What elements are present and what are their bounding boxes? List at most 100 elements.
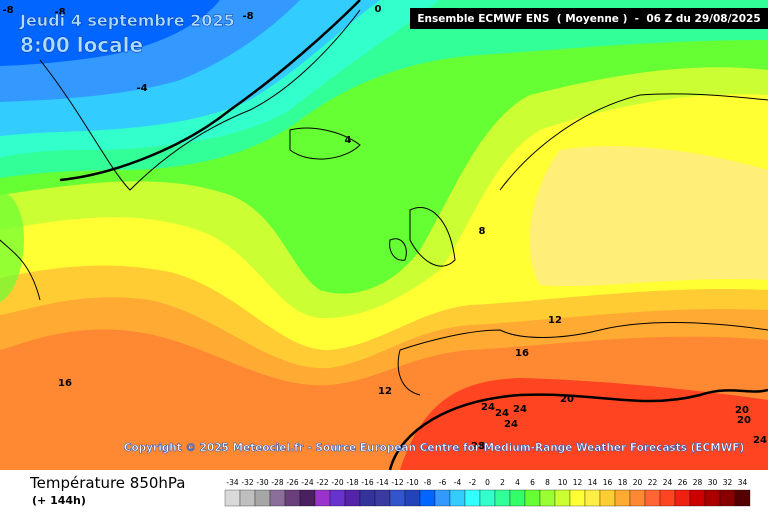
legend-swatch xyxy=(359,489,376,507)
legend-label: -18 xyxy=(346,478,358,487)
contour-label: -4 xyxy=(136,83,147,94)
coastlines xyxy=(0,9,768,396)
legend-label: 0 xyxy=(485,478,490,487)
legend-swatch xyxy=(509,489,526,507)
legend-swatch xyxy=(524,489,541,507)
legend-swatch xyxy=(224,489,241,507)
legend-label: 30 xyxy=(708,478,718,487)
contour-label: 24 xyxy=(513,404,527,415)
legend-swatch xyxy=(419,489,436,507)
copyright: Copyright © 2025 Meteociel.fr - Source E… xyxy=(124,442,745,454)
legend-label: -16 xyxy=(361,478,373,487)
legend-swatch xyxy=(659,489,676,507)
color-legend: -34 -32 -30 -28 -26 -24 -22 -20 -18 -16 -14 -12 -10-… xyxy=(224,478,751,507)
legend-swatch xyxy=(284,489,301,507)
legend-swatch xyxy=(719,489,736,507)
contour-label: 20 xyxy=(737,415,751,426)
legend-label: 8 xyxy=(545,478,550,487)
contour-label: 20 xyxy=(560,394,574,405)
contour-lines xyxy=(59,0,768,471)
legend-swatch xyxy=(539,489,556,507)
contour-label: 16 xyxy=(515,348,529,359)
model-banner xyxy=(410,8,768,29)
legend-label: 12 xyxy=(573,478,583,487)
legend-swatch xyxy=(374,489,391,507)
legend-swatch xyxy=(599,489,616,507)
legend-swatch xyxy=(494,489,511,507)
legend-swatch xyxy=(644,489,661,507)
legend-label: 4 xyxy=(515,478,520,487)
contour-label: -8 xyxy=(242,11,253,22)
contour-label: 12 xyxy=(548,315,562,326)
legend-swatch xyxy=(404,489,421,507)
contour-label: 24 xyxy=(504,419,518,430)
legend-label: -26 xyxy=(286,478,298,487)
legend-label: 24 xyxy=(663,478,673,487)
legend-swatch xyxy=(584,489,601,507)
legend-label: 2 xyxy=(500,478,505,487)
contour-label: 24 xyxy=(481,402,495,413)
footer-lead: (+ 144h) xyxy=(32,494,86,507)
contour-label: -8 xyxy=(54,7,65,18)
legend-swatch xyxy=(434,489,451,507)
contour-label: 16 xyxy=(58,378,72,389)
legend-label: -8 xyxy=(424,478,432,487)
legend-label: -32 xyxy=(241,478,253,487)
legend-label: 26 xyxy=(678,478,688,487)
contour-label: 4 xyxy=(345,135,352,146)
legend-swatch xyxy=(239,489,256,507)
legend-label: 32 xyxy=(723,478,733,487)
legend-label: -22 xyxy=(316,478,328,487)
legend-label: -6 xyxy=(439,478,447,487)
legend-label: -24 xyxy=(301,478,313,487)
legend-label: -34 xyxy=(226,478,238,487)
legend-swatch xyxy=(449,489,466,507)
contour-label: 0 xyxy=(375,4,382,15)
legend-label: 28 xyxy=(693,478,703,487)
forecast-time: 8:00 locale xyxy=(20,33,143,57)
contour-label: 20 xyxy=(735,405,749,416)
legend-label: 14 xyxy=(588,478,598,487)
contour-label: 24 xyxy=(495,408,509,419)
legend-label: 18 xyxy=(618,478,628,487)
contour-label: -8 xyxy=(2,5,13,16)
legend-label: -30 xyxy=(256,478,268,487)
model-info: Ensemble ECMWF ENS ( Moyenne ) - 06 Z du… xyxy=(417,13,760,25)
contour-label: 8 xyxy=(479,226,486,237)
contour-label: 24 xyxy=(753,435,767,446)
legend-label: -4 xyxy=(454,478,462,487)
legend-swatch xyxy=(269,489,286,507)
legend-swatch xyxy=(704,489,721,507)
legend-swatch xyxy=(674,489,691,507)
legend-label: -14 xyxy=(376,478,388,487)
legend-swatch xyxy=(734,489,751,507)
legend-swatch xyxy=(329,489,346,507)
legend-swatch xyxy=(689,489,706,507)
contour-label: 28 xyxy=(471,441,485,452)
legend-swatch xyxy=(614,489,631,507)
legend-label: 6 xyxy=(530,478,535,487)
legend-swatch xyxy=(479,489,496,507)
footer-title: Température 850hPa xyxy=(29,474,186,492)
legend-label: -2 xyxy=(469,478,477,487)
legend-label: -10 xyxy=(406,478,418,487)
legend-label: -12 xyxy=(391,478,403,487)
legend-label: 16 xyxy=(603,478,613,487)
legend-label: 20 xyxy=(633,478,643,487)
legend-swatch xyxy=(314,489,331,507)
legend-label: -28 xyxy=(271,478,283,487)
legend-swatch xyxy=(464,489,481,507)
legend-swatch xyxy=(554,489,571,507)
legend-swatch xyxy=(254,489,271,507)
legend-swatch xyxy=(629,489,646,507)
legend-swatch xyxy=(344,489,361,507)
forecast-date: Jeudi 4 septembre 2025 xyxy=(19,11,235,30)
legend-label: 22 xyxy=(648,478,658,487)
temperature-field xyxy=(0,0,768,470)
legend-swatch xyxy=(389,489,406,507)
legend-label: 10 xyxy=(558,478,568,487)
legend-label: -20 xyxy=(331,478,343,487)
